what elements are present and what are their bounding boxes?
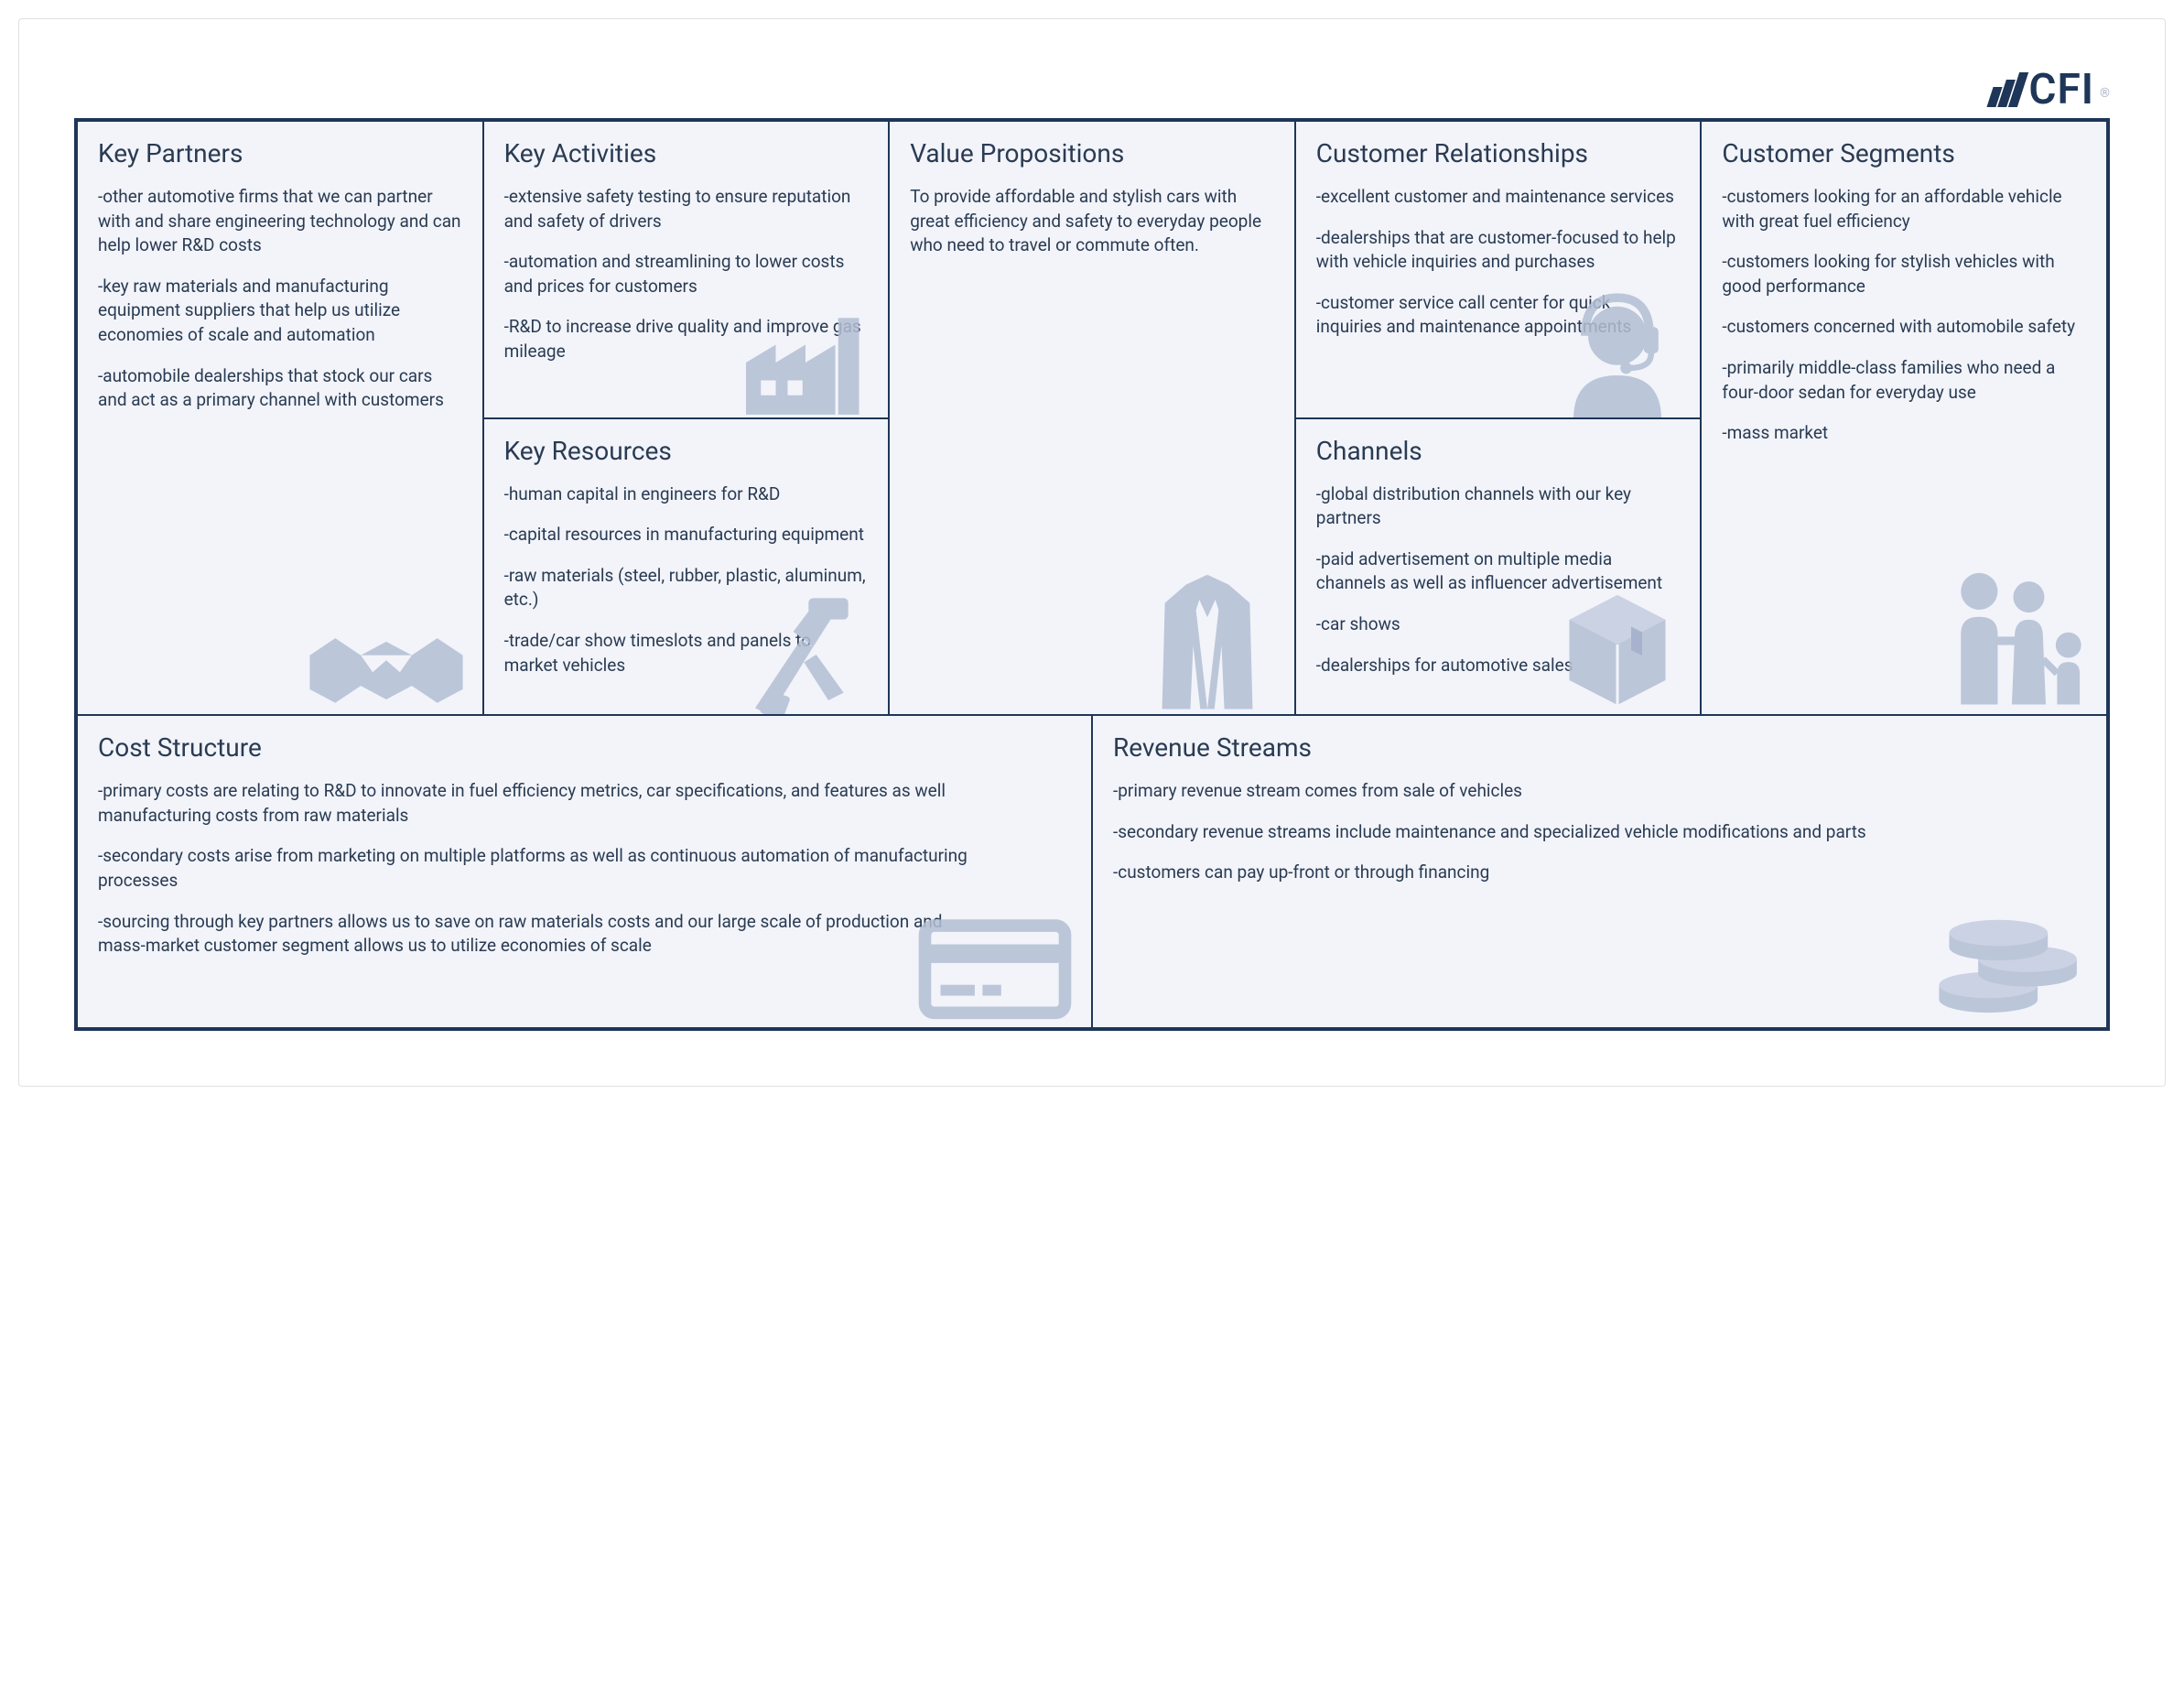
bullet: -dealerships for automotive sales (1316, 654, 1681, 678)
cell-title: Key Activities (504, 138, 869, 168)
brand-logo: CFI ® (1990, 65, 2110, 114)
cell-title: Revenue Streams (1113, 732, 2086, 763)
cell-cost-structure: Cost Structure -primary costs are relati… (78, 716, 1091, 1027)
bullet: -R&D to increase drive quality and impro… (504, 315, 869, 363)
bullet: -key raw materials and manufacturing equ… (98, 275, 462, 348)
cell-customer-relationships: Customer Relationships -excellent custom… (1296, 122, 1701, 417)
bullet: To provide affordable and stylish cars w… (910, 185, 1274, 258)
bullet: -other automotive firms that we can part… (98, 185, 462, 258)
family-icon (1928, 563, 2102, 714)
cell-channels: Channels -global distribution channels w… (1296, 419, 1701, 715)
canvas-frame: CFI ® Key Partners -other automotive fir… (18, 18, 2166, 1087)
cell-title: Value Propositions (910, 138, 1274, 168)
bullet: -primary costs are relating to R&D to in… (98, 779, 974, 828)
cell-body: -extensive safety testing to ensure repu… (504, 185, 869, 364)
logo-row: CFI ® (74, 65, 2110, 114)
cell-key-activities: Key Activities -extensive safety testing… (484, 122, 889, 417)
bullet: -primary revenue stream comes from sale … (1113, 779, 2008, 804)
bullet: -primarily middle-class families who nee… (1722, 356, 2086, 405)
bullet: -raw materials (steel, rubber, plastic, … (504, 564, 869, 612)
business-model-canvas: Key Partners -other automotive firms tha… (74, 118, 2110, 1031)
cell-body: -excellent customer and maintenance serv… (1316, 185, 1681, 340)
cell-body: -primary costs are relating to R&D to in… (98, 779, 974, 959)
bullet: -mass market (1722, 421, 2086, 446)
bullet: -global distribution channels with our k… (1316, 482, 1681, 531)
bullet: -customers looking for an affordable veh… (1722, 185, 2086, 233)
brand-name: CFI (2028, 65, 2094, 114)
cell-body: To provide affordable and stylish cars w… (910, 185, 1274, 258)
cell-value-propositions: Value Propositions To provide affordable… (890, 122, 1294, 714)
bullet: -customers can pay up-front or through f… (1113, 861, 2008, 885)
cell-key-partners: Key Partners -other automotive firms tha… (78, 122, 482, 714)
cell-body: -human capital in engineers for R&D -cap… (504, 482, 869, 678)
cell-customer-segments: Customer Segments -customers looking for… (1702, 122, 2106, 714)
cell-key-resources: Key Resources -human capital in engineer… (484, 419, 889, 715)
bullet: -car shows (1316, 612, 1681, 637)
bullet: -automation and streamlining to lower co… (504, 250, 869, 298)
bullet: -trade/car show timeslots and panels to … (504, 629, 869, 677)
bullet: -customers looking for stylish vehicles … (1722, 250, 2086, 298)
bullet: -excellent customer and maintenance serv… (1316, 185, 1681, 210)
handshake-icon (299, 604, 473, 714)
bullet: -dealerships that are customer-focused t… (1316, 226, 1681, 275)
bullet: -sourcing through key partners allows us… (98, 910, 974, 959)
cell-revenue-streams: Revenue Streams -primary revenue stream … (1093, 716, 2106, 1027)
cell-body: -customers looking for an affordable veh… (1722, 185, 2086, 446)
bullet: -extensive safety testing to ensure repu… (504, 185, 869, 233)
bullet: -capital resources in manufacturing equi… (504, 523, 869, 547)
cell-title: Cost Structure (98, 732, 1071, 763)
jacket-icon (1134, 568, 1281, 714)
bullet: -paid advertisement on multiple media ch… (1316, 547, 1681, 596)
cell-title: Key Partners (98, 138, 462, 168)
logo-bars-icon (1990, 72, 2023, 107)
cell-title: Customer Segments (1722, 138, 2086, 168)
bullet: -secondary revenue streams include maint… (1113, 820, 2008, 845)
bullet: -customers concerned with automobile saf… (1722, 315, 2086, 340)
cell-title: Key Resources (504, 436, 869, 466)
bullet: -human capital in engineers for R&D (504, 482, 869, 507)
cell-body: -primary revenue stream comes from sale … (1113, 779, 2008, 885)
bullet: -secondary costs arise from marketing on… (98, 844, 974, 893)
cell-body: -other automotive firms that we can part… (98, 185, 462, 413)
coins-icon (1923, 908, 2097, 1027)
bullet: -automobile dealerships that stock our c… (98, 364, 462, 413)
cell-title: Channels (1316, 436, 1681, 466)
cell-title: Customer Relationships (1316, 138, 1681, 168)
registered-mark: ® (2100, 86, 2110, 101)
cell-body: -global distribution channels with our k… (1316, 482, 1681, 678)
bullet: -customer service call center for quick … (1316, 291, 1681, 340)
